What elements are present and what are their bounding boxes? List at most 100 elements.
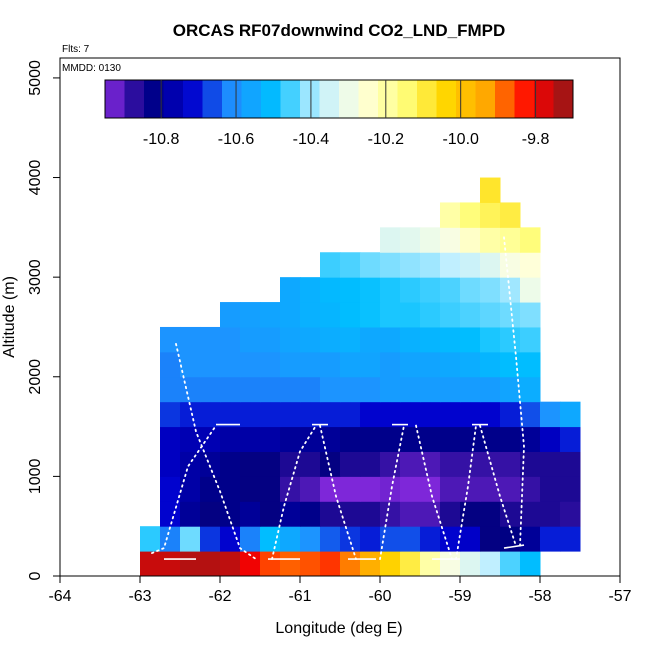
heatmap-cell [560,526,581,552]
x-tick-label: -60 [368,588,391,605]
heatmap-cell [440,476,461,502]
y-tick-label: 1000 [27,458,44,494]
colorbar-swatch [280,80,301,118]
heatmap-cell [420,351,441,378]
heatmap-cell [540,476,561,502]
heatmap-cell [420,227,441,253]
heatmap-cell [460,451,481,477]
heatmap-cell [340,426,361,452]
heatmap-cell [400,401,421,428]
heatmap-cell [360,401,381,428]
heatmap-cell [440,526,461,552]
heatmap-cell [500,252,521,278]
heatmap-cell [500,501,521,527]
heatmap-cell [460,501,481,527]
heatmap-cell [260,376,281,403]
colorbar-swatch [417,80,437,118]
heatmap-cell [180,351,201,378]
heatmap-cell [420,326,441,353]
heatmap-cell [180,451,201,477]
heatmap-cell [240,426,261,452]
heatmap-cell [240,526,261,552]
heatmap-cell [320,426,341,452]
heatmap-cell [280,326,301,353]
colorbar-swatch [105,80,125,118]
colorbar-tick-label: -10.8 [143,131,180,148]
heatmap-cell [500,401,521,428]
heatmap-cell [260,551,281,576]
flight-track-profile [319,424,357,560]
heatmap-cell [500,551,521,576]
colorbar-swatch [222,80,242,118]
heatmap-cell [200,426,221,452]
heatmap-cell [280,426,301,452]
heatmap-cell [420,376,441,403]
heatmap-cell [240,302,261,328]
heatmap-cell [340,302,361,328]
colorbar-swatch [378,80,398,118]
heatmap-cell [320,451,341,477]
heatmap-cell [240,501,261,527]
heatmap-cell [300,376,321,403]
colorbar-swatch [202,80,223,118]
heatmap-cell [520,326,541,353]
heatmap-cell [320,526,341,552]
heatmap-cell [520,451,541,477]
heatmap-cell [200,476,221,502]
heatmap-cell [160,426,181,452]
heatmap-cell [520,401,541,428]
heatmap-cell [460,551,481,576]
heatmap-cell [220,302,241,328]
x-tick-label: -59 [448,588,471,605]
flight-track-profile [415,424,453,560]
heatmap-cell [280,401,301,428]
heatmap-cell [380,376,401,403]
heatmap-cell [400,227,421,253]
heatmap-cell [300,426,321,452]
heatmap-cell [240,451,261,477]
heatmap-cell [540,451,561,477]
heatmap-cell [340,326,361,353]
flight-track-profile [503,236,525,547]
heatmap-cell [540,401,561,428]
plot-frame [59,57,621,577]
heatmap-cell [560,501,581,527]
heatmap-cell [500,451,521,477]
heatmap-cell [440,202,461,228]
heatmap-cell [500,277,521,303]
heatmap-cell [440,351,461,378]
x-tick-label: -57 [608,588,631,605]
heatmap-cell [480,302,501,328]
heatmap-cell [320,277,341,303]
heatmap-cell [360,326,381,353]
heatmap-cell [440,326,461,353]
heatmap-cell [460,376,481,403]
x-tick-label: -61 [288,588,311,605]
heatmap-cell [500,376,521,403]
y-tick-label: 2000 [27,359,44,395]
flight-track-profile [379,424,405,560]
heatmap-cell [480,252,501,278]
heatmap-cell [300,277,321,303]
heatmap-cell [460,277,481,303]
heatmap-cell [420,277,441,303]
heatmap-cell [200,401,221,428]
flight-track-level [503,544,525,549]
heatmap-cell [400,451,421,477]
heatmap-cell [340,476,361,502]
heatmap-cell [420,451,441,477]
y-tick-label: 3000 [27,259,44,295]
heatmap-cell [180,326,201,353]
heatmap-cell [360,526,381,552]
heatmap-cell [480,476,501,502]
heatmap-cell [300,476,321,502]
x-axis: -64 -63 -62 -61 -60 -59 -58 -57 [48,576,632,605]
heatmap-cell [280,476,301,502]
heatmap-cell [320,351,341,378]
heatmap-cell [200,551,221,576]
heatmap-cell [460,302,481,328]
heatmap-cell [360,476,381,502]
heatmap-cell [180,426,201,452]
heatmap-cell [260,476,281,502]
heatmap-cell [460,252,481,278]
